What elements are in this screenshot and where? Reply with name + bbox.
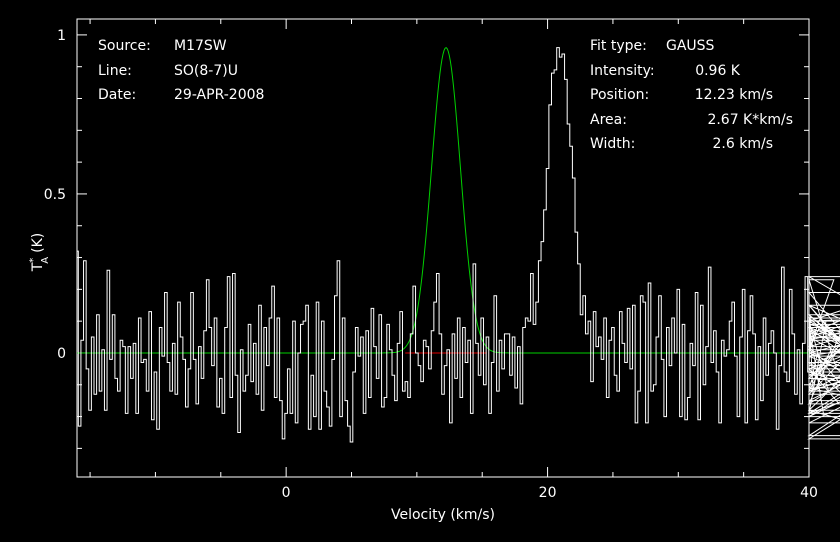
info-block-left: Source: M17SW Line: SO(8-7)U Date: 29-AP…: [98, 38, 264, 103]
x-tick-label: 40: [800, 485, 818, 501]
info-source-key: Source:: [98, 38, 151, 54]
axis-ticks: [77, 19, 810, 477]
x-axis-title: Velocity (km/s): [391, 507, 495, 523]
spectrum-line: [77, 47, 840, 443]
info-source-value: M17SW: [174, 38, 227, 54]
fit-width-value: 2.6 km/s: [713, 136, 773, 152]
y-axis-title-unit: (K): [30, 233, 46, 253]
info-block-right: Fit type: GAUSS Intensity: 0.96 K Positi…: [590, 38, 793, 152]
y-tick-label: 1: [57, 28, 66, 44]
fit-intensity-key: Intensity:: [590, 63, 655, 79]
fit-intensity-value: 0.96 K: [695, 63, 741, 79]
fit-type-value: GAUSS: [666, 38, 715, 54]
info-line-key: Line:: [98, 63, 132, 79]
y-axis-title: T*A (K): [28, 233, 51, 273]
y-tick-label: 0.5: [44, 187, 66, 203]
y-axis-title-main: T: [30, 262, 46, 272]
y-tick-label: 0: [57, 346, 66, 362]
x-tick-label: 0: [282, 485, 291, 501]
plot-frame: [76, 18, 810, 478]
y-axis-title-sup: *: [28, 258, 39, 263]
x-tick-label: 20: [539, 485, 557, 501]
info-line-value: SO(8-7)U: [174, 63, 238, 79]
y-axis-title-sub: A: [40, 257, 51, 264]
fit-width-key: Width:: [590, 136, 635, 152]
info-date-key: Date:: [98, 87, 136, 103]
fit-area-key: Area:: [590, 112, 627, 128]
fit-area-value: 2.67 K*km/s: [707, 112, 793, 128]
svg-text:T*A(K): T*A (K): [28, 233, 51, 273]
fit-position-key: Position:: [590, 87, 649, 103]
fit-position-value: 12.23 km/s: [695, 87, 773, 103]
spectrum-series: [77, 47, 840, 443]
info-date-value: 29-APR-2008: [174, 87, 264, 103]
fit-type-key: Fit type:: [590, 38, 647, 54]
tick-labels: 0 20 40 0 0.5 1: [44, 28, 818, 501]
